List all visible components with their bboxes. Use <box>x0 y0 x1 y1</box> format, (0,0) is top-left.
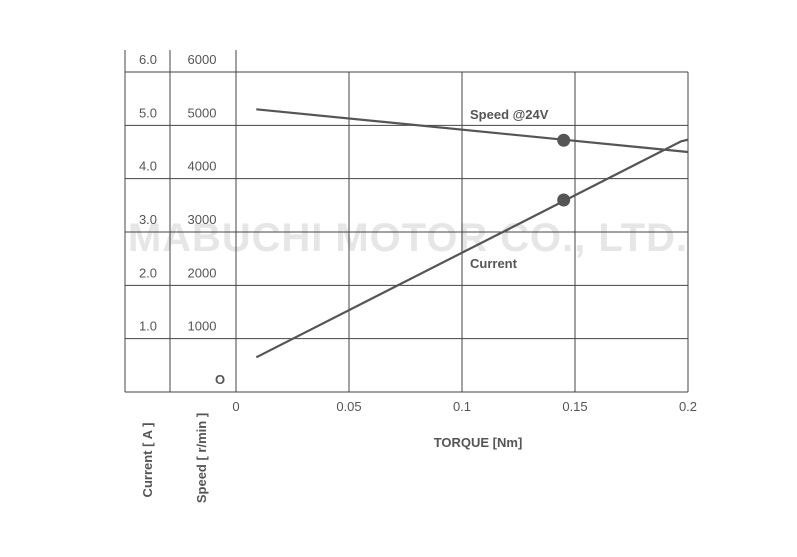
x-tick-label: 0.1 <box>453 399 471 414</box>
chart-grid <box>124 50 689 393</box>
x-axis-title: TORQUE [Nm] <box>434 435 523 450</box>
series-layer: Speed @24V Current <box>255 107 689 359</box>
series-line-speed <box>256 108 689 154</box>
speed-tick-label: O <box>215 372 225 387</box>
series-marker-speed <box>557 133 571 147</box>
speed-tick-label: 3000 <box>188 212 217 227</box>
speed-tick-label: 2000 <box>188 265 217 280</box>
x-tick-label: 0 <box>232 399 239 414</box>
current-tick-label: 5.0 <box>139 105 157 120</box>
series-label-current: Current <box>470 256 518 271</box>
current-tick-label: 2.0 <box>139 265 157 280</box>
series-line-current <box>255 138 689 359</box>
x-tick-label: 0.2 <box>679 399 697 414</box>
speed-tick-label: 5000 <box>188 105 217 120</box>
current-tick-label: 4.0 <box>139 159 157 174</box>
current-tick-label: 3.0 <box>139 212 157 227</box>
series-label-speed: Speed @24V <box>470 107 549 122</box>
axis-titles: TORQUE [Nm] Current [ A ] Speed [ r/min ] <box>140 413 522 503</box>
speed-tick-label: 1000 <box>188 319 217 334</box>
x-tick-label: 0.05 <box>336 399 361 414</box>
current-tick-label: 6.0 <box>139 52 157 67</box>
current-tick-label: 1.0 <box>139 319 157 334</box>
tick-labels: 0 0.05 0.1 0.15 0.2 1.0 2.0 3.0 4.0 5.0 6.0 O 1000 20… <box>139 52 697 414</box>
watermark-text: MABUCHI MOTOR CO., LTD. <box>128 216 688 260</box>
speed-tick-label: 4000 <box>188 159 217 174</box>
x-tick-label: 0.15 <box>562 399 587 414</box>
current-axis-title: Current [ A ] <box>140 423 155 498</box>
series-marker-current <box>557 193 571 207</box>
speed-tick-label: 6000 <box>188 52 217 67</box>
watermark-layer: MABUCHI MOTOR CO., LTD. <box>128 216 688 260</box>
speed-axis-title: Speed [ r/min ] <box>194 413 209 503</box>
